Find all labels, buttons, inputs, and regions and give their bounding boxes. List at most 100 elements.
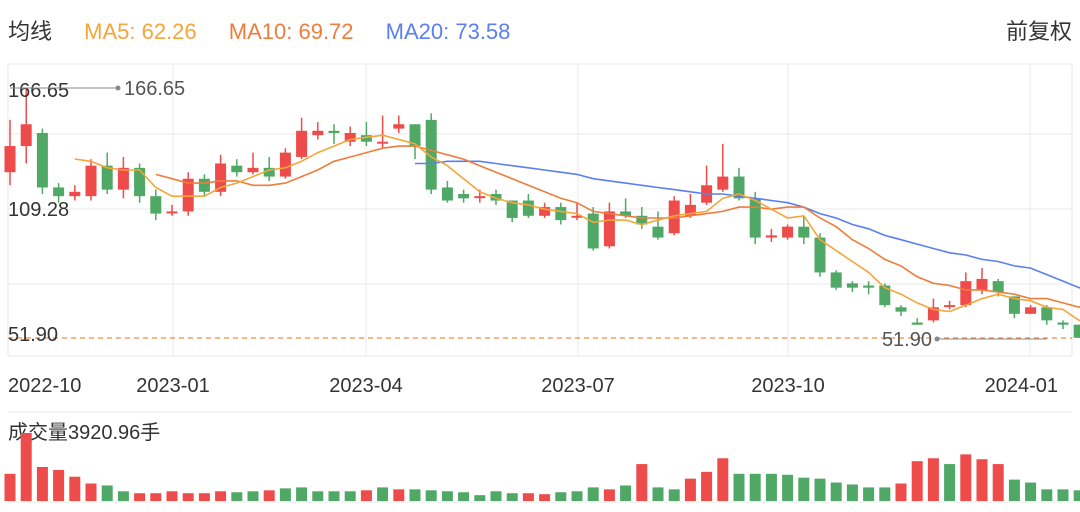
candle-body	[717, 176, 729, 190]
volume-bar	[409, 489, 421, 501]
candle-body	[668, 200, 680, 234]
candle-body	[636, 215, 648, 225]
volume-bar	[53, 469, 65, 501]
volume-bar	[344, 491, 356, 501]
volume-bar	[490, 491, 502, 501]
candle-body	[1057, 322, 1069, 325]
candles	[4, 88, 1080, 338]
candle-body	[215, 163, 227, 192]
candle-body	[474, 196, 486, 199]
volume-bar	[360, 490, 372, 501]
ma5-line	[74, 134, 1080, 322]
volume-bar	[377, 487, 389, 501]
volume-bar	[393, 489, 405, 501]
volume-bar	[215, 491, 227, 501]
candle-body	[312, 130, 324, 136]
volume-bar	[539, 494, 551, 501]
volume-bar	[263, 490, 275, 501]
candle-body	[279, 152, 291, 177]
volume-bar	[944, 464, 956, 501]
volume-bars	[4, 433, 1080, 501]
volume-bar	[1057, 489, 1069, 501]
volume-bar	[684, 478, 696, 501]
candle-body	[506, 200, 518, 218]
min-marker-dot	[934, 336, 940, 342]
x-tick-label: 2023-01	[136, 375, 209, 397]
volume-bar	[571, 491, 583, 501]
candle-body	[684, 204, 696, 216]
max-marker-dot	[115, 85, 121, 91]
candle-body	[1025, 307, 1037, 314]
candle-body	[944, 305, 956, 308]
volume-bar	[20, 433, 32, 501]
candle-body	[20, 124, 32, 147]
volume-label: 成交量3920.96手	[8, 422, 161, 444]
volume-bar	[134, 493, 146, 501]
candle-body	[344, 132, 356, 142]
candle-body	[85, 165, 97, 197]
ma10-value: MA10: 69.72	[228, 19, 354, 44]
candle-body	[36, 132, 48, 188]
candle-body	[879, 285, 891, 306]
volume-bar	[474, 495, 486, 501]
volume-bar	[830, 482, 842, 501]
volume-bar	[425, 490, 437, 501]
volume-bar	[992, 464, 1004, 501]
candle-body	[296, 130, 308, 157]
volume-bar	[846, 484, 858, 501]
candle-body	[393, 124, 405, 129]
volume-bar	[1041, 489, 1053, 501]
volume-bar	[1008, 479, 1020, 501]
volume-bar	[701, 471, 713, 501]
volume-bar	[733, 473, 745, 501]
candle-body	[587, 213, 599, 249]
volume-bar	[587, 487, 599, 501]
candle-body	[765, 235, 777, 238]
candle-body	[198, 178, 210, 192]
volume-bar	[85, 483, 97, 501]
volume-bar	[798, 477, 810, 501]
volume-bar	[312, 491, 324, 501]
volume-bar	[749, 473, 761, 501]
x-tick-label: 2023-10	[751, 375, 824, 397]
candle-body	[960, 281, 972, 306]
x-tick-label: 2024-01	[985, 375, 1058, 397]
candle-body	[328, 130, 340, 133]
candle-body	[782, 226, 794, 238]
min-marker-label: 51.90	[882, 329, 932, 351]
candle-body	[490, 193, 502, 201]
ma20-line	[415, 160, 1080, 289]
volume-bar	[863, 487, 875, 501]
volume-bar	[117, 491, 129, 501]
volume-bar	[620, 485, 632, 501]
volume-bar	[296, 487, 308, 501]
volume-bar	[636, 464, 648, 501]
volume-bar	[765, 473, 777, 501]
x-tick-label: 2022-10	[8, 375, 81, 397]
candle-body	[69, 191, 81, 197]
volume-bar	[506, 493, 518, 501]
candle-body	[231, 165, 243, 173]
candle-body	[814, 237, 826, 273]
volume-bar	[36, 467, 48, 501]
candle-body	[101, 165, 113, 190]
candle-body	[1073, 324, 1080, 338]
volume-bar	[976, 459, 988, 501]
ma-label: 均线	[8, 19, 53, 44]
candle-body	[911, 322, 923, 325]
volume-bar	[101, 485, 113, 501]
adjust-toggle[interactable]: 前复权	[1005, 19, 1072, 44]
candle-body	[830, 272, 842, 288]
volume-bar	[782, 474, 794, 501]
candle-body	[263, 167, 275, 177]
ma10-line	[155, 145, 1080, 309]
candle-body	[571, 215, 583, 218]
candle-body	[441, 187, 453, 201]
y-axis-labels: 166.65 109.28 51.90	[8, 80, 69, 346]
volume-bar	[458, 492, 470, 501]
candle-body	[182, 178, 194, 212]
candle-body	[620, 211, 632, 216]
candle-body	[749, 198, 761, 238]
volume-bar	[814, 478, 826, 501]
